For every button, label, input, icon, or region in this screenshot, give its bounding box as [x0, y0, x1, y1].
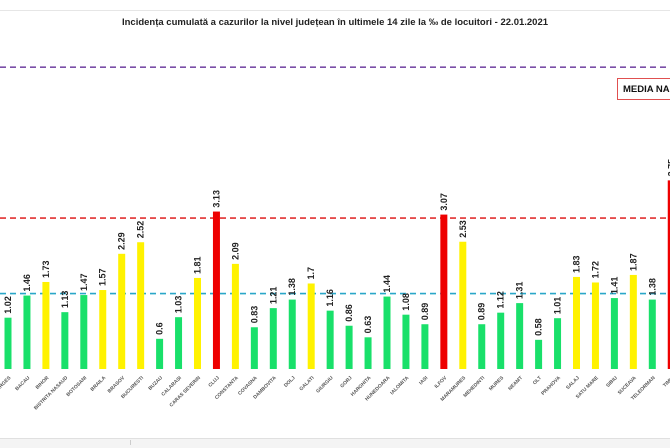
bar-neamt: [516, 303, 523, 369]
x-tick-label: SALAJ: [565, 375, 581, 391]
value-label: 2.09: [230, 242, 240, 260]
value-label: 0.89: [420, 303, 430, 321]
value-label: 2.52: [136, 221, 146, 239]
value-label: 1.21: [268, 287, 278, 305]
scrollbar-thumb-marker: [130, 440, 131, 445]
bar-covasna: [251, 327, 258, 369]
bar-constanta: [232, 264, 239, 369]
threshold-lines: [0, 67, 670, 293]
value-label: 1.08: [401, 293, 411, 311]
x-tick-label: IALOMITA: [389, 375, 410, 396]
bar-dolj: [289, 300, 296, 369]
x-tick-label: BIHOR: [35, 375, 51, 391]
value-label: 1.13: [60, 291, 70, 309]
bar-bucuresti: [137, 242, 144, 369]
value-label: 0.6: [155, 322, 165, 335]
bar-galati: [308, 283, 315, 369]
x-tick-label: MURES: [488, 375, 505, 392]
value-label: 3.07: [439, 193, 449, 211]
bar-ilfov: [440, 215, 447, 369]
x-tick-label: SIBIU: [605, 375, 619, 389]
bar-dambovita: [270, 308, 277, 369]
value-label: 0.58: [534, 318, 544, 336]
value-label: 3.13: [211, 190, 221, 208]
bar-caras-severin: [194, 278, 201, 369]
legend-text: MEDIA NA: [623, 84, 670, 95]
bar-calarasi: [175, 317, 182, 369]
bar-iasi: [421, 324, 428, 369]
bar-harghita: [365, 337, 372, 369]
x-tick-label: GORJ: [339, 375, 353, 389]
bar-bihor: [42, 282, 49, 369]
x-tick-label: CLUJ: [207, 375, 221, 389]
value-label: 1.47: [79, 274, 89, 292]
value-label: 1.38: [647, 278, 657, 296]
value-label: 1.38: [287, 278, 297, 296]
bar-buzau: [156, 339, 163, 369]
bar-teleorman: [649, 300, 656, 369]
bar-cluj: [213, 212, 220, 369]
x-tick-label: OLT: [532, 375, 543, 386]
bar-maramures: [459, 242, 466, 369]
value-label: 1.83: [572, 255, 582, 273]
value-label: 1.02: [3, 296, 13, 314]
bar-ialomita: [402, 315, 409, 369]
bar-prahova: [554, 318, 561, 369]
value-label: 1.03: [174, 296, 184, 314]
value-label: 2.53: [458, 220, 468, 238]
bar-olt: [535, 340, 542, 369]
value-label: 1.7: [306, 267, 316, 280]
value-label: 1.44: [382, 275, 392, 293]
value-label: 1.16: [325, 289, 335, 307]
bar-arges: [5, 318, 12, 369]
x-tick-label: IASI: [418, 375, 430, 387]
bar-suceava: [630, 275, 637, 369]
x-tick-label: TIMIS: [662, 375, 670, 389]
x-tick-label: BUZAU: [147, 375, 164, 392]
x-tick-label: BACAU: [14, 375, 31, 392]
bar-brasov: [118, 254, 125, 369]
bar-hunedoara: [384, 297, 391, 369]
bar-bacau: [23, 296, 30, 369]
x-tick-label: NEAMT: [507, 375, 524, 392]
value-label: 1.87: [628, 253, 638, 271]
value-label: 2.29: [117, 232, 127, 250]
bar-satu-mare: [592, 282, 599, 369]
value-label: 1.31: [515, 282, 525, 300]
x-tick-label: BRAILA: [90, 375, 108, 393]
value-label: 1.72: [590, 261, 600, 279]
bar-sibiu: [611, 298, 618, 369]
value-label: 1.12: [496, 291, 506, 309]
legend-box: MEDIA NA: [617, 78, 670, 100]
value-label: 0.89: [477, 303, 487, 321]
value-label: 1.01: [553, 297, 563, 315]
x-tick-label: PRAHOVA: [540, 375, 562, 397]
value-label: 1.73: [41, 260, 51, 278]
bar-bistrita-nasaud: [61, 312, 68, 369]
bar-botosani: [80, 295, 87, 369]
x-tick-label: ARGES: [0, 375, 13, 392]
x-tick-label: BOTOSANI: [65, 375, 88, 398]
bar-giurgiu: [327, 311, 334, 369]
value-label: 0.63: [363, 316, 373, 334]
x-tick-label: BISTRITA NASAUD: [33, 375, 70, 412]
value-label: 3.75: [666, 159, 670, 177]
value-label: 1.46: [22, 274, 32, 292]
value-label: 0.83: [249, 306, 259, 324]
value-label: 1.57: [98, 268, 108, 286]
value-label: 0.86: [344, 304, 354, 322]
x-tick-label: GIURGIU: [315, 375, 335, 395]
value-label: 1.81: [193, 256, 203, 274]
x-tick-label: ILFOV: [434, 375, 449, 390]
bar-mehedinti: [478, 324, 485, 369]
x-tick-label: GALATI: [298, 375, 316, 393]
bar-mures: [497, 313, 504, 369]
x-tick-label: DOLJ: [283, 375, 297, 389]
value-label: 1.41: [609, 277, 619, 295]
bar-gorj: [346, 326, 353, 369]
bar-salaj: [573, 277, 580, 369]
bar-braila: [99, 290, 106, 369]
